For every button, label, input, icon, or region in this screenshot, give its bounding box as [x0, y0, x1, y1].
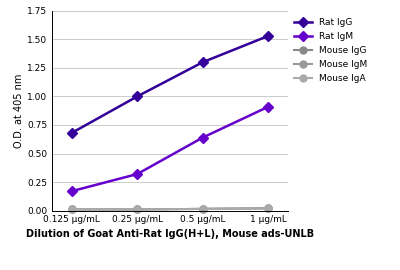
Rat IgG	[69, 131, 74, 134]
Mouse IgM	[69, 208, 74, 211]
Line: Rat IgM: Rat IgM	[68, 103, 272, 195]
Rat IgM	[266, 105, 271, 108]
Rat IgM	[69, 190, 74, 193]
Line: Mouse IgG: Mouse IgG	[68, 205, 272, 213]
Line: Mouse IgM: Mouse IgM	[68, 205, 272, 213]
Mouse IgG	[69, 208, 74, 211]
Legend: Rat IgG, Rat IgM, Mouse IgG, Mouse IgM, Mouse IgA: Rat IgG, Rat IgM, Mouse IgG, Mouse IgM, …	[290, 15, 371, 87]
Mouse IgA	[135, 208, 140, 211]
Rat IgG	[266, 34, 271, 38]
Mouse IgA	[69, 208, 74, 211]
Y-axis label: O.D. at 405 nm: O.D. at 405 nm	[14, 73, 24, 148]
Line: Mouse IgA: Mouse IgA	[68, 205, 272, 213]
Mouse IgM	[266, 207, 271, 210]
Mouse IgM	[200, 207, 205, 211]
Rat IgM	[135, 173, 140, 176]
Mouse IgA	[266, 207, 271, 210]
Mouse IgG	[135, 208, 140, 211]
Mouse IgA	[200, 207, 205, 211]
Mouse IgG	[266, 207, 271, 210]
Line: Rat IgG: Rat IgG	[68, 32, 272, 136]
Mouse IgM	[135, 208, 140, 211]
X-axis label: Dilution of Goat Anti-Rat IgG(H+L), Mouse ads-UNLB: Dilution of Goat Anti-Rat IgG(H+L), Mous…	[26, 229, 314, 239]
Mouse IgG	[200, 207, 205, 211]
Rat IgG	[135, 95, 140, 98]
Rat IgG	[200, 60, 205, 64]
Rat IgM	[200, 136, 205, 139]
